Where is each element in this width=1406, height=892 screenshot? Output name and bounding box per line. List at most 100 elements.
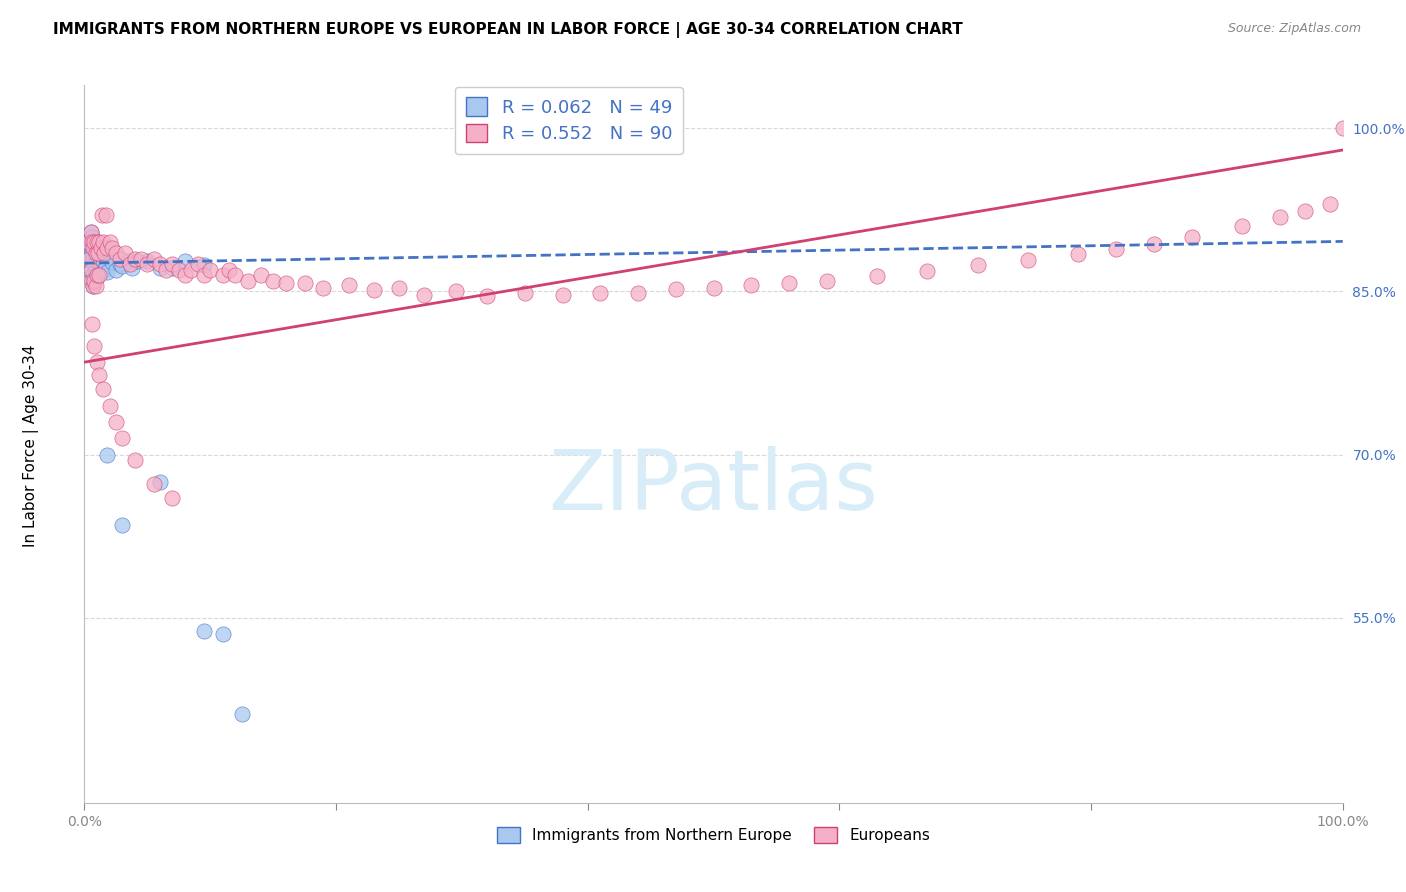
Point [193, 258, 215, 272]
Point [1017, 252, 1039, 267]
Point [121, 260, 143, 275]
Point [86, 355, 108, 369]
Point [79, 262, 101, 277]
Point [966, 258, 988, 272]
Point [104, 262, 127, 277]
Point [84, 246, 107, 260]
Text: In Labor Force | Age 30-34: In Labor Force | Age 30-34 [22, 344, 39, 548]
Point [79, 241, 101, 255]
Legend: Immigrants from Northern Europe, Europeans: Immigrants from Northern Europe, Europea… [491, 821, 936, 849]
Point [337, 277, 360, 292]
Point [83, 257, 105, 271]
Point [136, 257, 159, 271]
Text: ZIPatlas: ZIPatlas [548, 446, 879, 527]
Point [91, 256, 114, 270]
Point [93, 246, 115, 260]
Point [1143, 236, 1166, 251]
Point [89, 235, 111, 250]
Point [86, 254, 108, 268]
Point [91, 208, 114, 222]
Point [83, 241, 105, 255]
Point [79, 262, 101, 277]
Point [236, 274, 259, 288]
Point [444, 285, 467, 299]
Point [91, 252, 114, 266]
Point [80, 230, 103, 244]
Point [136, 254, 159, 268]
Point [84, 262, 107, 277]
Point [91, 383, 114, 397]
Point [80, 246, 103, 260]
Point [98, 399, 121, 413]
Point [82, 235, 104, 250]
Point [627, 285, 650, 300]
Point [1105, 242, 1128, 256]
Point [90, 257, 112, 271]
Point [84, 279, 107, 293]
Point [84, 246, 107, 260]
Point [363, 284, 385, 298]
Point [87, 246, 110, 260]
Point [87, 266, 110, 280]
Point [111, 431, 134, 445]
Point [80, 235, 103, 250]
Point [142, 252, 165, 266]
Point [200, 262, 222, 277]
Point [101, 255, 124, 269]
Point [90, 241, 112, 255]
Point [114, 246, 136, 260]
Point [211, 627, 233, 641]
Point [93, 262, 115, 277]
Point [174, 254, 197, 268]
Point [86, 235, 108, 250]
Point [124, 453, 146, 467]
Point [87, 250, 110, 264]
Point [193, 624, 215, 638]
Point [262, 274, 284, 288]
Point [91, 235, 114, 250]
Point [82, 268, 104, 282]
Point [104, 246, 127, 260]
Point [118, 257, 141, 271]
Point [174, 268, 197, 282]
Point [98, 250, 121, 264]
Point [162, 257, 184, 271]
Point [1230, 219, 1253, 234]
Point [79, 225, 101, 239]
Point [180, 262, 202, 277]
Point [551, 287, 574, 301]
Point [1319, 197, 1341, 211]
Point [740, 277, 762, 292]
Point [79, 252, 101, 266]
Point [778, 276, 800, 290]
Point [1067, 247, 1090, 261]
Point [815, 274, 838, 288]
Point [96, 241, 118, 255]
Point [149, 475, 172, 489]
Point [413, 287, 436, 301]
Point [83, 274, 105, 288]
Point [82, 279, 104, 293]
Point [83, 235, 105, 250]
Point [80, 317, 103, 331]
Point [86, 237, 108, 252]
Point [193, 268, 215, 282]
Point [89, 268, 111, 282]
Point [124, 252, 146, 266]
Point [1268, 211, 1291, 225]
Point [294, 276, 316, 290]
Point [274, 276, 297, 290]
Point [513, 285, 536, 300]
Point [96, 448, 118, 462]
Point [94, 208, 117, 222]
Point [1294, 203, 1316, 218]
Point [388, 281, 411, 295]
Point [111, 518, 134, 533]
Point [104, 415, 127, 429]
Point [1181, 230, 1204, 244]
Point [98, 235, 121, 250]
Point [101, 241, 124, 255]
Point [162, 260, 184, 275]
Point [167, 262, 190, 277]
Point [866, 269, 889, 284]
